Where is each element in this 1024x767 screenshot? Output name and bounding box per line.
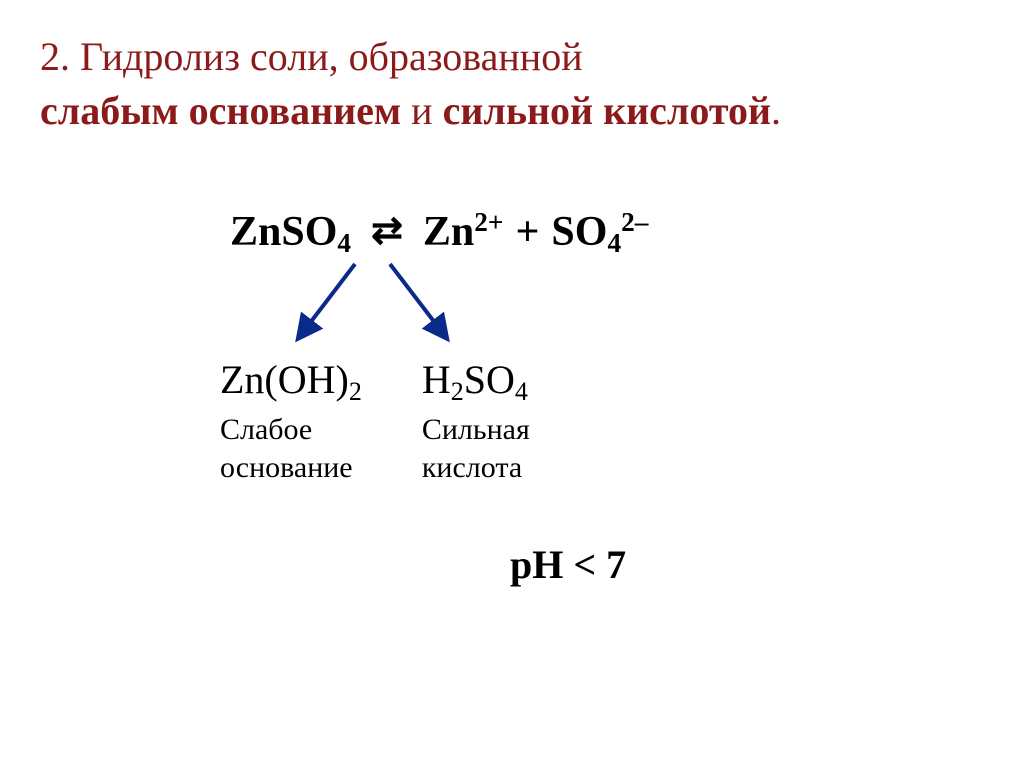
title-part1: Гидролиз соли, образованной	[80, 34, 583, 79]
title-block: 2. Гидролиз соли, образованной слабым ос…	[40, 30, 984, 138]
znoh2-formula: Zn(OH)2	[220, 356, 362, 403]
title-weak-base: слабым основанием	[40, 88, 401, 133]
strong-acid-label-1: Сильная	[422, 411, 530, 449]
equilibrium-arrow: ⇄	[371, 208, 403, 253]
weak-base-label-2: основание	[220, 449, 362, 487]
title-end: .	[771, 88, 781, 133]
decomposition-products: Zn(OH)2 Слабое основание H2SO4 Сильная к…	[220, 356, 984, 486]
title-line-1: 2. Гидролиз соли, образованной	[40, 30, 984, 84]
title-line-2: слабым основанием и сильной кислотой.	[40, 84, 984, 138]
decomposition-arrows	[280, 256, 480, 351]
product-so4-ion: SO42–	[551, 208, 648, 256]
title-number: 2.	[40, 34, 70, 79]
h2so4-formula: H2SO4	[422, 356, 530, 403]
strong-acid-block: H2SO4 Сильная кислота	[422, 356, 530, 486]
title-strong-acid: сильной кислотой	[443, 88, 771, 133]
main-equation: ZnSO4 ⇄ Zn2+ + SO42–	[230, 208, 984, 256]
weak-base-label-1: Слабое	[220, 411, 362, 449]
equation-area: ZnSO4 ⇄ Zn2+ + SO42– Zn(OH)2 Слабое осно…	[230, 208, 984, 588]
product-zn-ion: Zn2+	[423, 208, 504, 256]
reactant-znso4: ZnSO4	[230, 208, 351, 256]
arrow-left	[300, 264, 355, 336]
strong-acid-label-2: кислота	[422, 449, 530, 487]
arrow-right	[390, 264, 445, 336]
title-conj: и	[401, 88, 442, 133]
plus-sign: +	[515, 208, 539, 256]
ph-value: pH < 7	[510, 541, 984, 588]
weak-base-block: Zn(OH)2 Слабое основание	[220, 356, 362, 486]
